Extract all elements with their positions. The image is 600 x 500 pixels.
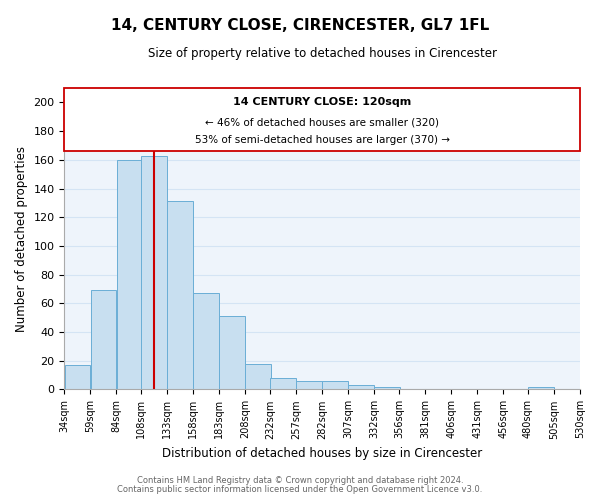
Bar <box>193 294 219 390</box>
Bar <box>322 381 348 390</box>
Bar <box>374 386 400 390</box>
Bar <box>167 202 193 390</box>
Bar <box>91 290 116 390</box>
Bar <box>116 160 142 390</box>
Bar <box>271 378 296 390</box>
Text: ← 46% of detached houses are smaller (320): ← 46% of detached houses are smaller (32… <box>205 118 439 128</box>
Title: Size of property relative to detached houses in Cirencester: Size of property relative to detached ho… <box>148 48 497 60</box>
Bar <box>65 365 90 390</box>
Bar <box>349 385 374 390</box>
Bar <box>142 156 167 390</box>
Text: 14, CENTURY CLOSE, CIRENCESTER, GL7 1FL: 14, CENTURY CLOSE, CIRENCESTER, GL7 1FL <box>111 18 489 32</box>
Bar <box>528 386 554 390</box>
Text: Contains HM Land Registry data © Crown copyright and database right 2024.: Contains HM Land Registry data © Crown c… <box>137 476 463 485</box>
Bar <box>220 316 245 390</box>
Text: 14 CENTURY CLOSE: 120sqm: 14 CENTURY CLOSE: 120sqm <box>233 97 412 107</box>
Bar <box>245 364 271 390</box>
Y-axis label: Number of detached properties: Number of detached properties <box>15 146 28 332</box>
Text: Contains public sector information licensed under the Open Government Licence v3: Contains public sector information licen… <box>118 485 482 494</box>
Text: 53% of semi-detached houses are larger (370) →: 53% of semi-detached houses are larger (… <box>195 135 450 145</box>
Bar <box>64 88 580 151</box>
Bar <box>296 381 322 390</box>
X-axis label: Distribution of detached houses by size in Cirencester: Distribution of detached houses by size … <box>162 447 482 460</box>
